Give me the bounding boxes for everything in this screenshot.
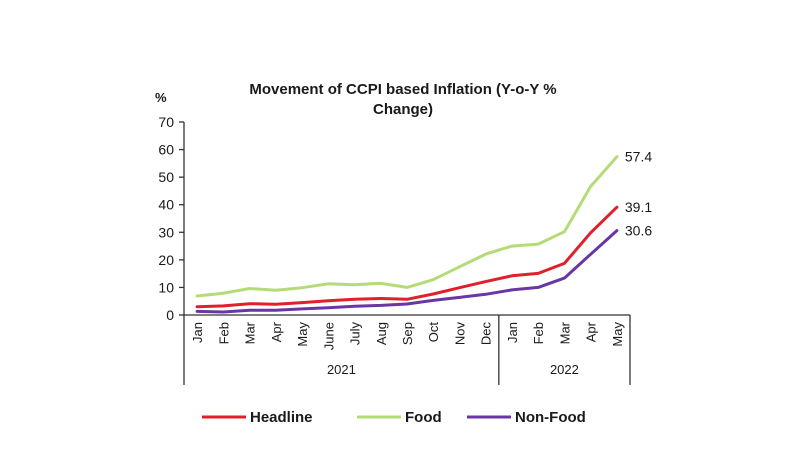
x-tick-label: July: [348, 322, 363, 346]
x-tick-label: Aug: [374, 322, 389, 345]
x-tick-label: Feb: [216, 322, 231, 344]
legend-label: Non-Food: [515, 409, 586, 426]
y-axis-unit-label: %: [155, 90, 167, 105]
y-tick-label: 10: [158, 279, 174, 295]
y-tick-label: 30: [158, 224, 174, 240]
x-axis: Jan Feb Mar Apr May June July Aug Sep Oct Nov Dec Ja…: [184, 314, 631, 385]
legend-item-non-food: Non-Food: [467, 409, 586, 426]
y-axis: 0 10 20 30 40 50 60 70: [158, 114, 185, 385]
x-tick-label: Apr: [584, 321, 599, 342]
x-tick-label: Mar: [557, 321, 572, 344]
x-tick-label: Sep: [400, 322, 415, 345]
year-group-label: 2021: [327, 362, 356, 377]
data-labels: 39.1 57.4 30.6: [625, 149, 652, 239]
series-lines: [195, 155, 619, 314]
x-tick-label: June: [321, 322, 336, 350]
legend-label: Headline: [250, 409, 313, 426]
data-label-non-food: 30.6: [625, 223, 652, 239]
x-tick-label: Apr: [269, 321, 284, 342]
x-tick-label: Dec: [479, 322, 494, 346]
y-tick-label: 0: [166, 307, 174, 323]
chart-title-line-1: Movement of CCPI based Inflation (Y-o-Y …: [249, 81, 556, 98]
x-tick-label: May: [295, 322, 310, 347]
data-label-headline: 39.1: [625, 199, 652, 215]
series-line-headline: [195, 205, 619, 309]
chart-title: Movement of CCPI based Inflation (Y-o-Y …: [249, 81, 556, 118]
x-tick-label: Jan: [190, 322, 205, 343]
y-tick-label: 60: [158, 142, 174, 158]
x-tick-label: Mar: [243, 321, 258, 344]
legend-item-headline: Headline: [202, 409, 313, 426]
legend: Headline Food Non-Food: [202, 409, 586, 426]
series-line-food: [195, 155, 619, 298]
y-tick-label: 20: [158, 252, 174, 268]
y-tick-label: 70: [158, 114, 174, 130]
chart-title-line-2: Change): [373, 101, 433, 118]
legend-item-food: Food: [357, 409, 442, 426]
data-label-food: 57.4: [625, 149, 652, 165]
y-tick-label: 50: [158, 169, 174, 185]
year-group-label: 2022: [550, 362, 579, 377]
legend-label: Food: [405, 409, 442, 426]
x-tick-label: Nov: [452, 322, 467, 346]
x-tick-label: Jan: [505, 322, 520, 343]
x-tick-label: Oct: [426, 322, 441, 343]
y-tick-label: 40: [158, 197, 174, 213]
x-tick-label: May: [610, 322, 625, 347]
x-tick-label: Feb: [531, 322, 546, 344]
series-line-non-food: [195, 229, 619, 314]
